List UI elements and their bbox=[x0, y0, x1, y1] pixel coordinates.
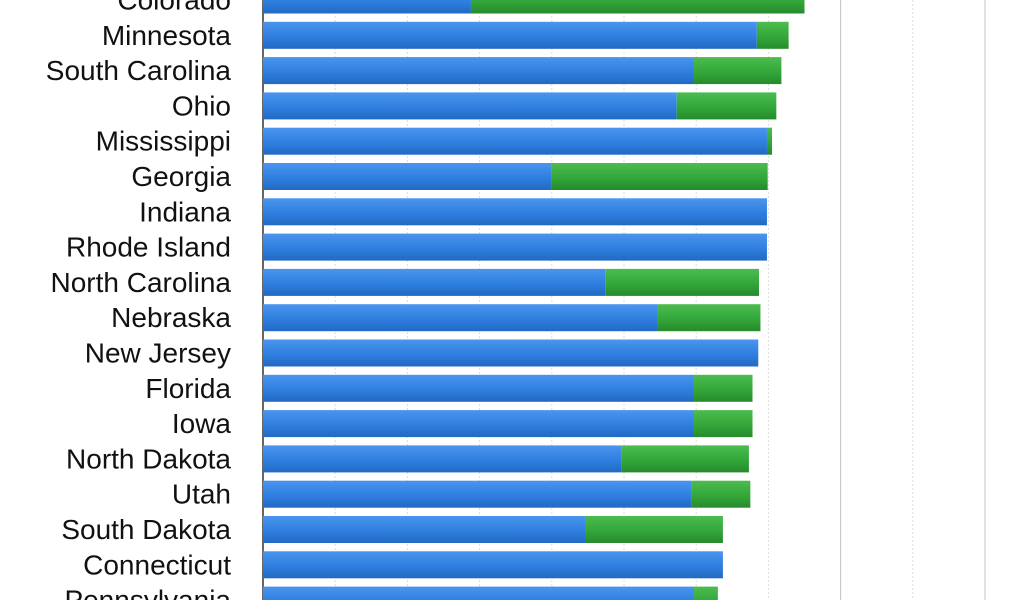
bar-segment-blue bbox=[263, 339, 759, 367]
bar-segment-blue bbox=[263, 0, 471, 14]
bar-segment-green bbox=[657, 304, 761, 332]
bars bbox=[263, 0, 805, 600]
bar-segment-blue bbox=[263, 21, 757, 49]
bar-segment-green bbox=[766, 127, 773, 155]
bar-segment-green bbox=[676, 92, 777, 120]
category-label: Georgia bbox=[131, 161, 231, 192]
category-label: North Dakota bbox=[66, 443, 231, 474]
category-label: South Carolina bbox=[46, 55, 232, 86]
bar-segment-blue bbox=[263, 304, 658, 332]
bar-segment-blue bbox=[263, 198, 767, 226]
bar-segment-green bbox=[694, 586, 718, 600]
category-label: Connecticut bbox=[83, 549, 231, 580]
category-label: Florida bbox=[145, 373, 231, 404]
category-label: Mississippi bbox=[96, 126, 231, 157]
bar-segment-blue bbox=[263, 268, 606, 296]
category-label: Nebraska bbox=[111, 302, 231, 333]
bar-segment-green bbox=[694, 57, 782, 85]
bar-segment-green bbox=[585, 516, 723, 543]
bar-segment-blue bbox=[263, 92, 677, 120]
bar-segment-blue bbox=[263, 57, 695, 85]
grid-lines bbox=[262, 0, 986, 600]
bar-segment-blue bbox=[263, 127, 767, 155]
bar-segment-green bbox=[691, 480, 751, 508]
bar-segment-blue bbox=[263, 480, 692, 508]
bar-segment-green bbox=[470, 0, 805, 14]
category-label: South Dakota bbox=[61, 514, 231, 545]
category-label: Iowa bbox=[172, 408, 232, 439]
bar-segment-blue bbox=[263, 410, 695, 438]
category-label: New Jersey bbox=[85, 338, 231, 369]
bar-segment-blue bbox=[263, 516, 586, 543]
bar-segment-green bbox=[605, 268, 760, 296]
category-label: Colorado bbox=[117, 0, 231, 16]
category-label: Rhode Island bbox=[66, 232, 231, 263]
bar-segment-green bbox=[756, 21, 789, 49]
category-label: North Carolina bbox=[50, 267, 231, 298]
category-labels: Colorado Minnesota South Carolina Ohio Missi… bbox=[46, 0, 232, 600]
category-label: Minnesota bbox=[102, 20, 232, 51]
bar-segment-blue bbox=[263, 233, 767, 261]
bar-segment-blue bbox=[263, 586, 695, 600]
bar-segment-green bbox=[621, 445, 749, 473]
bar-segment-blue bbox=[263, 445, 622, 473]
category-label: Ohio bbox=[172, 90, 231, 121]
bar-segment-blue bbox=[263, 163, 552, 190]
category-label: Pennsylvania bbox=[64, 585, 231, 600]
category-label: Indiana bbox=[139, 196, 231, 227]
bar-segment-green bbox=[694, 410, 753, 438]
bar-segment-green bbox=[694, 374, 753, 402]
bar-segment-blue bbox=[263, 551, 723, 579]
category-label: Utah bbox=[172, 479, 231, 510]
bar-segment-green bbox=[551, 163, 768, 190]
bar-segment-blue bbox=[263, 374, 695, 402]
